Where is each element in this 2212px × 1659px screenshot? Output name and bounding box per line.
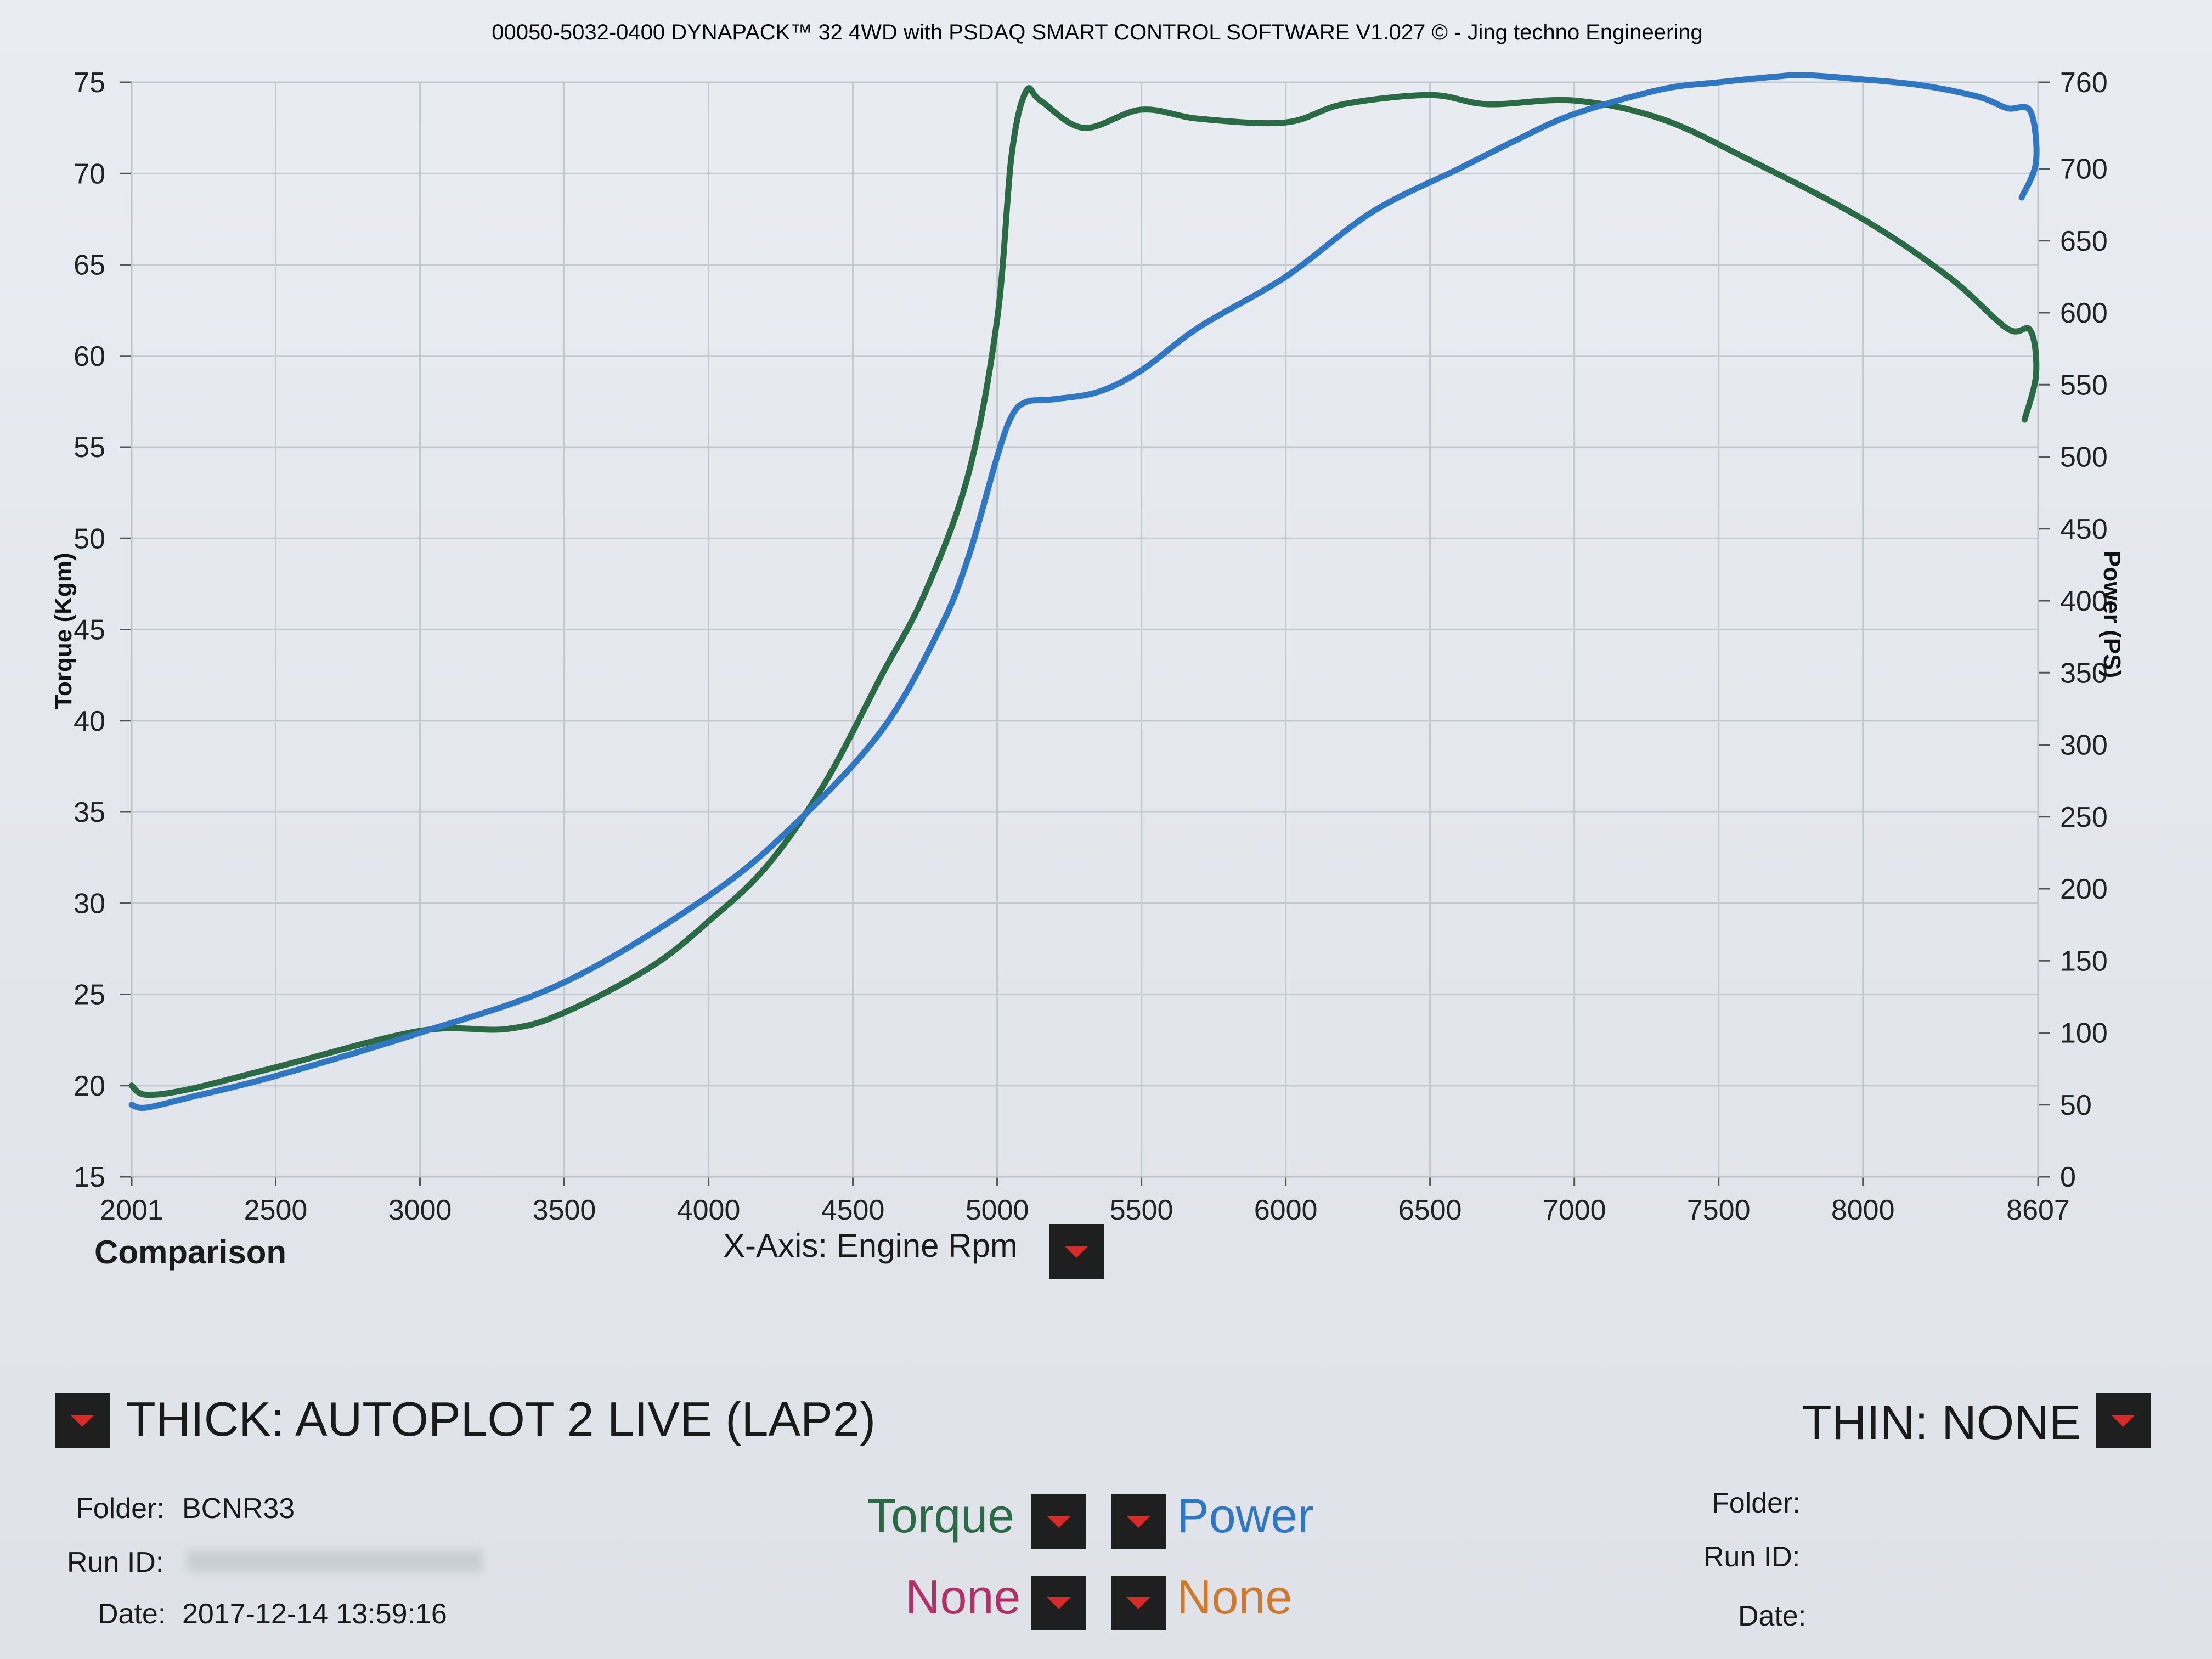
chevron-down-icon bbox=[1047, 1597, 1071, 1609]
y-tick-label: 20 bbox=[74, 1070, 105, 1102]
x-tick-label: 6500 bbox=[1398, 1194, 1462, 1226]
y2-tick-label: 200 bbox=[2060, 873, 2108, 905]
series-lines bbox=[128, 72, 2040, 1111]
power-dropdown-button[interactable] bbox=[1111, 1494, 1166, 1549]
chevron-down-icon bbox=[70, 1415, 94, 1427]
none-right-dropdown-button[interactable] bbox=[1111, 1576, 1166, 1630]
x-tick-label: 7000 bbox=[1543, 1194, 1606, 1226]
thick-folder-label: Folder: bbox=[76, 1493, 165, 1525]
thick-dropdown-button[interactable] bbox=[55, 1393, 110, 1448]
y-tick-label: 65 bbox=[74, 250, 105, 281]
y-axis-title: Torque (Kgm) bbox=[50, 552, 77, 709]
y-tick-label: 60 bbox=[74, 341, 105, 373]
y-tick-label: 70 bbox=[74, 158, 105, 190]
run-id-redacted bbox=[187, 1550, 483, 1572]
x-tick-label: 2001 bbox=[100, 1194, 163, 1226]
y-tick-label: 75 bbox=[74, 67, 105, 99]
legend-none-right: None bbox=[1177, 1570, 1293, 1624]
x-tick-label: 3500 bbox=[533, 1194, 596, 1226]
thin-label: THIN: NONE bbox=[1802, 1395, 2081, 1449]
y-tick-label: 15 bbox=[74, 1161, 105, 1193]
y2-tick-label: 500 bbox=[2060, 442, 2108, 473]
y2-tick-label: 600 bbox=[2060, 297, 2108, 329]
chevron-down-icon bbox=[1126, 1597, 1150, 1609]
legend-power: Power bbox=[1177, 1488, 1314, 1543]
x-tick-label: 7500 bbox=[1687, 1194, 1751, 1226]
y2-tick-label: 300 bbox=[2060, 730, 2108, 761]
y2-axis-title: Power (PS) bbox=[2098, 551, 2125, 678]
y-tick-label: 40 bbox=[74, 706, 105, 737]
chevron-down-icon bbox=[2111, 1415, 2135, 1427]
grid bbox=[132, 81, 2038, 1177]
x-tick-label: 2500 bbox=[244, 1194, 308, 1226]
y-tick-label: 45 bbox=[74, 614, 105, 646]
chart-title: 00050-5032-0400 DYNAPACK™ 32 4WD with PS… bbox=[492, 20, 1702, 44]
x-tick-label: 4000 bbox=[677, 1194, 741, 1226]
x-tick-label: 4500 bbox=[821, 1194, 885, 1226]
legend-torque: Torque bbox=[867, 1488, 1015, 1543]
thick-run-label: Run ID: bbox=[67, 1547, 164, 1578]
y2-tick-label: 700 bbox=[2060, 154, 2108, 185]
thick-label: THICK: AUTOPLOT 2 LIVE (LAP2) bbox=[126, 1392, 876, 1446]
legend-none-left: None bbox=[905, 1570, 1021, 1624]
thin-run-label: Run ID: bbox=[1703, 1541, 1801, 1573]
comparison-label: Comparison bbox=[94, 1234, 287, 1271]
x-tick-label: 8607 bbox=[2006, 1194, 2070, 1226]
x-tick-labels: 2001 2500 3000 3500 4000 4500 5000 5500 6000 6500… bbox=[100, 1194, 2070, 1226]
y2-tick-label: 0 bbox=[2060, 1161, 2076, 1193]
y2-tick-label: 550 bbox=[2060, 369, 2108, 401]
chevron-down-icon bbox=[1064, 1246, 1088, 1258]
dyno-chart: 00050-5032-0400 DYNAPACK™ 32 4WD with PS… bbox=[50, 20, 2125, 1226]
chevron-down-icon bbox=[1126, 1516, 1150, 1528]
y2-tick-label: 50 bbox=[2060, 1090, 2092, 1121]
thick-folder-value: BCNR33 bbox=[182, 1493, 295, 1525]
y-tick-label: 55 bbox=[74, 432, 105, 464]
x-tick-label: 8000 bbox=[1831, 1194, 1895, 1226]
chevron-down-icon bbox=[1047, 1516, 1071, 1528]
x-axis-title: X-Axis: Engine Rpm bbox=[723, 1227, 1018, 1264]
y2-tick-label: 150 bbox=[2060, 945, 2108, 977]
thin-folder-label: Folder: bbox=[1712, 1487, 1801, 1519]
none-left-dropdown-button[interactable] bbox=[1031, 1576, 1086, 1630]
x-tick-label: 5000 bbox=[966, 1194, 1029, 1226]
torque-dropdown-button[interactable] bbox=[1031, 1494, 1086, 1549]
y2-tick-label: 250 bbox=[2060, 802, 2108, 833]
thick-date-label: Date: bbox=[98, 1598, 166, 1630]
y2-tick-label: 350 bbox=[2060, 657, 2108, 689]
x-tick-label: 5500 bbox=[1110, 1194, 1173, 1226]
x-tick-label: 3000 bbox=[388, 1194, 452, 1226]
y2-tick-label: 760 bbox=[2060, 67, 2108, 99]
y2-tick-label: 400 bbox=[2060, 585, 2108, 617]
y2-tick-label: 450 bbox=[2060, 514, 2108, 545]
y-tick-labels: 15 20 25 30 35 40 45 50 55 60 65 70 75 bbox=[74, 67, 105, 1193]
thin-date-label: Date: bbox=[1738, 1600, 1807, 1632]
y-tick-label: 30 bbox=[74, 888, 105, 919]
axes bbox=[120, 81, 2050, 1186]
y2-tick-labels: 0 50 100 150 200 250 300 350 400 450 500 550 600 650 7… bbox=[2060, 67, 2108, 1193]
x-axis-dropdown-button[interactable] bbox=[1049, 1224, 1104, 1279]
series-power-line bbox=[128, 72, 2040, 1111]
y-tick-label: 35 bbox=[74, 797, 105, 828]
y-tick-label: 25 bbox=[74, 979, 105, 1011]
series-torque-line bbox=[128, 85, 2040, 1098]
y-tick-label: 50 bbox=[74, 523, 105, 555]
thick-date-value: 2017-12-14 13:59:16 bbox=[182, 1598, 447, 1630]
thin-dropdown-button[interactable] bbox=[2096, 1393, 2151, 1448]
y2-tick-label: 100 bbox=[2060, 1018, 2108, 1049]
x-tick-label: 6000 bbox=[1254, 1194, 1318, 1226]
y2-tick-label: 650 bbox=[2060, 225, 2108, 257]
